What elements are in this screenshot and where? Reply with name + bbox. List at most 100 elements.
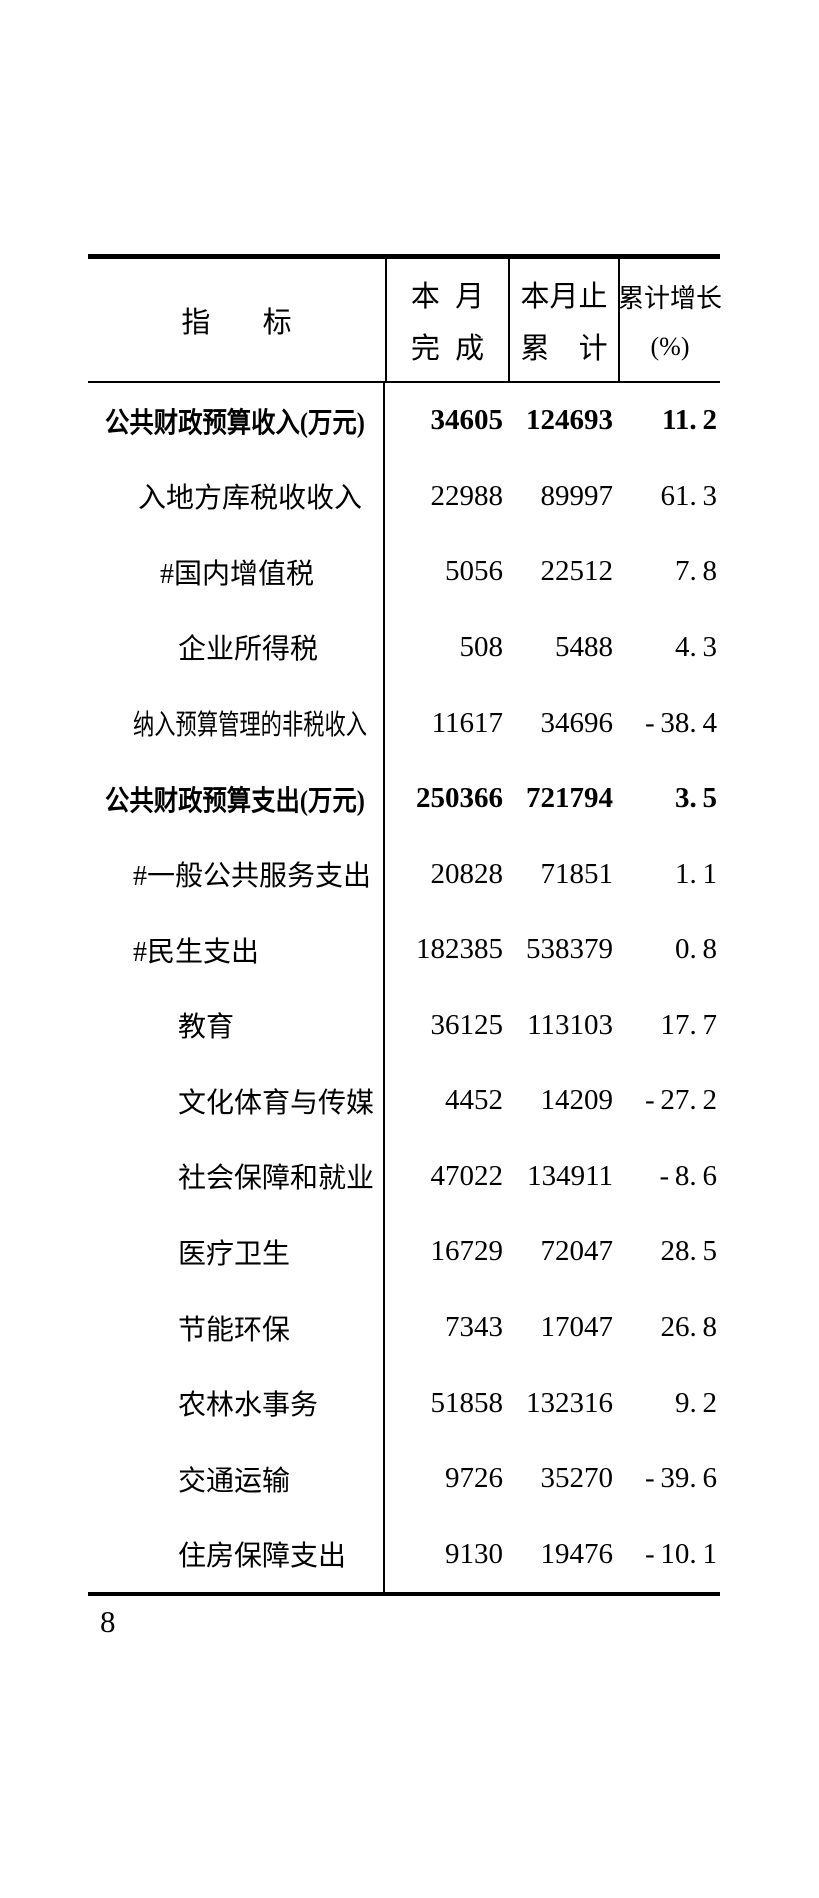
table-row: 社会保障和就业 47022 134911 - 8. 6 [88,1138,720,1215]
table-header-row: 指 标 本 月 完 成 本月止 累 计 累计增长 (%) [88,259,723,383]
row-indicator-label: 社会保障和就业 [178,1163,375,1195]
table-row: 入地方库税收收入 22988 89997 61. 3 [88,458,720,535]
row-indicator-label: 教育 [178,1012,235,1044]
header-cell-growth: 累计增长 (%) [618,259,723,381]
row-indicator-label: #一般公共服务支出 [133,861,372,893]
header-growth-line2: (%) [650,332,690,361]
row-indicator-label: #民生支出 [133,936,260,968]
row-growth-percent-value: 28. 5 [660,1235,717,1268]
table-row: 公共财政预算支出(万元) 250366 721794 3. 5 [88,760,720,837]
row-growth-percent-value: 26. 8 [660,1311,717,1344]
row-indicator-label: 文化体育与传媒 [178,1087,375,1119]
row-indicator-cell: 入地方库税收收入 [88,458,385,535]
table-row: #民生支出 182385 538379 0. 8 [88,911,720,988]
row-indicator-cell: #国内增值税 [88,534,385,610]
row-indicator-cell: 公共财政预算收入(万元) [88,383,385,459]
header-cell-cumulative: 本月止 累 计 [508,259,618,381]
row-cumulative-value: 113103 [527,1008,613,1041]
row-month-completed-value: 5056 [445,555,503,588]
header-cumulative-line2: 累 计 [520,333,608,365]
page-number: 8 [100,1604,116,1639]
row-month-completed-value: 182385 [416,933,503,966]
row-month-completed-value: 22988 [430,479,504,512]
header-month-line1: 本 月 [410,281,485,313]
table-row: 公共财政预算收入(万元) 34605 124693 11. 2 [88,383,720,459]
row-growth-percent-value: 9. 2 [674,1386,717,1419]
row-indicator-cell: 教育 [88,987,385,1064]
row-cumulative-value: 5488 [555,630,613,663]
row-indicator-cell: #民生支出 [88,911,385,988]
row-growth-percent-value: - 38. 4 [644,706,717,739]
row-indicator-cell: 交通运输 [88,1440,385,1517]
row-cumulative-value: 132316 [526,1386,613,1419]
row-cumulative-value: 134911 [527,1159,613,1192]
header-cell-indicator: 指 标 [88,259,385,381]
row-growth-percent-value: 7. 8 [674,555,717,588]
row-month-completed-value: 34605 [430,404,504,437]
row-indicator-label: 医疗卫生 [178,1238,291,1270]
header-cell-month-completed: 本 月 完 成 [385,259,508,381]
row-indicator-label: #国内增值税 [160,558,315,590]
row-cumulative-value: 124693 [526,404,613,437]
row-indicator-cell: 纳入预算管理的非税收入 [88,685,385,761]
row-growth-percent-value: - 27. 2 [644,1084,717,1117]
row-indicator-label: 纳入预算管理的非税收入 [133,710,368,742]
row-month-completed-value: 9130 [445,1537,503,1570]
row-growth-percent-value: - 39. 6 [644,1462,717,1495]
row-cumulative-value: 14209 [540,1084,614,1117]
row-indicator-cell: 医疗卫生 [88,1214,385,1290]
row-cumulative-value: 538379 [526,933,613,966]
row-cumulative-value: 89997 [540,479,614,512]
table-body: 公共财政预算收入(万元) 34605 124693 11. 2 入地方库税收收入… [88,383,720,1592]
table-row: 教育 36125 113103 17. 7 [88,987,720,1064]
row-indicator-cell: #一般公共服务支出 [88,836,385,912]
row-indicator-label: 公共财政预算收入(万元) [105,407,365,439]
row-cumulative-value: 34696 [540,706,614,739]
row-indicator-cell: 文化体育与传媒 [88,1063,385,1139]
header-cumulative-line1: 本月止 [520,281,608,313]
row-indicator-cell: 企业所得税 [88,609,385,686]
row-indicator-cell: 农林水事务 [88,1365,385,1441]
row-growth-percent-value: 4. 3 [674,630,717,663]
row-indicator-cell: 节能环保 [88,1289,385,1366]
row-month-completed-value: 36125 [430,1008,504,1041]
row-indicator-label: 入地方库税收收入 [138,483,363,515]
row-indicator-cell: 住房保障支出 [88,1516,385,1592]
table-row: 医疗卫生 16729 72047 28. 5 [88,1214,720,1290]
row-month-completed-value: 508 [459,630,504,663]
table-row: 纳入预算管理的非税收入 11617 34696 - 38. 4 [88,685,720,761]
table-row: 交通运输 9726 35270 - 39. 6 [88,1440,720,1517]
row-growth-percent-value: 11. 2 [662,404,717,437]
row-month-completed-value: 51858 [430,1386,504,1419]
row-cumulative-value: 721794 [526,782,613,815]
row-month-completed-value: 47022 [430,1159,504,1192]
row-month-completed-value: 7343 [445,1311,503,1344]
row-cumulative-value: 35270 [540,1462,614,1495]
fiscal-statistics-table: 指 标 本 月 完 成 本月止 累 计 累计增长 (%) 公共财政预算收入(万元… [88,254,723,1596]
header-month-line2: 完 成 [410,333,485,365]
table-row: 农林水事务 51858 132316 9. 2 [88,1365,720,1441]
row-month-completed-value: 9726 [445,1462,503,1495]
row-growth-percent-value: 61. 3 [660,479,717,512]
row-indicator-cell: 公共财政预算支出(万元) [88,760,385,837]
row-indicator-label: 节能环保 [178,1314,291,1346]
row-growth-percent-value: - 10. 1 [644,1537,717,1570]
header-growth-line1: 累计增长 [618,284,723,313]
row-indicator-cell: 社会保障和就业 [88,1138,385,1215]
row-month-completed-value: 11617 [431,706,503,739]
table-row: 住房保障支出 9130 19476 - 10. 1 [88,1516,720,1592]
row-indicator-label: 农林水事务 [178,1390,319,1422]
header-indicator-label: 指 标 [181,307,292,339]
table-row: #国内增值税 5056 22512 7. 8 [88,534,720,610]
row-cumulative-value: 22512 [540,555,614,588]
row-growth-percent-value: 1. 1 [674,857,717,890]
row-cumulative-value: 17047 [540,1311,614,1344]
row-cumulative-value: 19476 [540,1537,614,1570]
row-month-completed-value: 20828 [430,857,504,890]
row-growth-percent-value: 0. 8 [674,933,717,966]
row-growth-percent-value: 17. 7 [660,1008,717,1041]
row-indicator-label: 企业所得税 [178,634,319,666]
row-growth-percent-value: - 8. 6 [659,1159,717,1192]
row-month-completed-value: 250366 [416,782,503,815]
